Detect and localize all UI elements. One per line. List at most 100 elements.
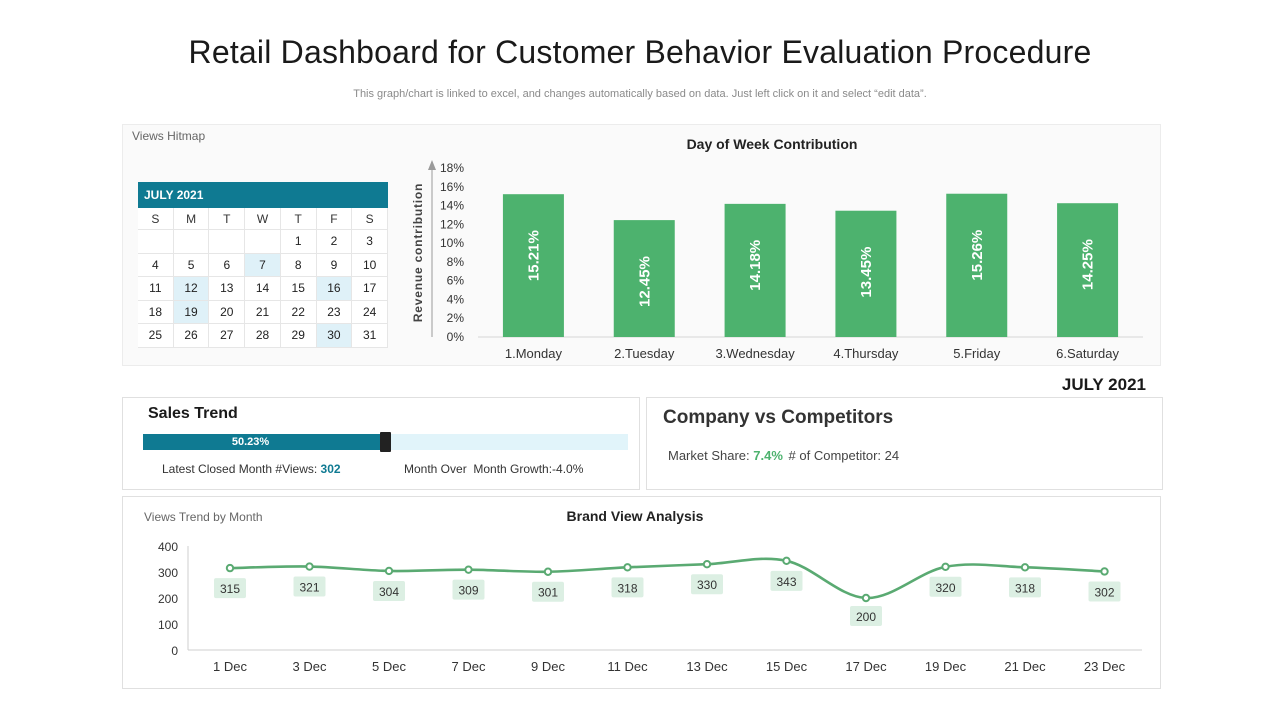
line-chart-ytick: 200 [158,592,178,606]
bar-chart-data-label: 15.26% [969,230,986,281]
line-chart-data-label: 321 [299,581,319,595]
calendar-day: 16 [316,277,353,301]
calendar-day: 2 [316,230,353,254]
bar-chart-category-label: 1.Monday [505,346,563,361]
calendar-day [138,230,174,254]
line-chart-point [1020,563,1030,572]
sales-progress-fill [143,434,382,450]
trend-panel-label: Views Trend by Month [144,510,263,524]
calendar-day: 18 [138,300,174,324]
calendar-day: 11 [138,277,174,301]
market-share-label: Market Share: [668,448,750,463]
line-chart-data-label-bg [293,576,326,597]
line-chart-point [305,562,314,571]
line-chart-point [1100,567,1109,576]
calendar-day [173,230,210,254]
line-chart-data-label-bg [214,578,246,599]
line-chart-ytick: 100 [158,618,178,632]
line-chart-category-label: 19 Dec [925,659,967,674]
line-chart-ytick: 400 [158,540,178,554]
line-chart-point [543,567,553,576]
line-chart-ytick: 0 [171,644,178,658]
line-chart-point [702,559,712,569]
calendar-day: 8 [280,253,317,277]
bar-chart-bar [1057,203,1119,337]
bar-chart-data-label: 12.45% [636,256,653,307]
bar-chart-ytick: 18% [440,161,464,175]
bar-chart-data-label: 15.21% [525,230,542,281]
sales-progress-label: 50.23% [231,436,270,448]
calendar-day: 30 [316,324,353,348]
day-of-week-chart: Day of Week Contribution Revenue contribu… [411,136,1143,361]
line-chart-data-label: 320 [935,581,955,595]
sales-progress-marker [380,432,391,452]
latest-month-value: 302 [320,462,341,476]
calendar-day [209,230,246,254]
line-chart-category-label: 11 Dec [607,659,648,674]
line-chart-data-label: 318 [617,581,637,595]
line-chart-title: Brand View Analysis [567,508,704,524]
line-chart-point [861,593,871,603]
competitors-title: Company vs Competitors [663,407,894,428]
line-chart-category-label: 9 Dec [531,659,565,674]
calendar-day: 26 [173,324,210,348]
calendar-day: 20 [209,300,246,324]
line-chart-data-label-bg [1009,577,1041,598]
line-chart-category-label: 1 Dec [213,659,247,674]
line-chart-point [782,556,791,566]
line-chart-category-label: 13 Dec [686,659,728,674]
calendar-day: 3 [352,230,388,254]
bar-chart-title: Day of Week Contribution [687,136,858,152]
line-chart-data-label-bg [373,580,405,601]
line-chart-data-label-bg [1088,581,1121,602]
line-chart-category-label: 23 Dec [1084,659,1126,674]
competitors-panel [646,397,1163,490]
line-chart-data-label: 301 [538,586,558,600]
market-share-line: Market Share: 7.4% # of Competitor: 24 [668,448,899,463]
bar-chart-category-label: 6.Saturday [1056,346,1119,361]
line-chart-category-label: 21 Dec [1004,659,1046,674]
brand-view-chart: Brand View Analysis 0 100 200 300 400 315 1 Dec… [158,508,1142,674]
calendar-day: 21 [245,300,281,324]
market-share-value: 7.4% [753,448,783,463]
line-chart-point [623,563,632,572]
page-title: Retail Dashboard for Customer Behavior E… [188,34,1092,70]
bar-chart-ytick: 4% [447,292,465,306]
line-chart-data-label: 318 [1015,581,1035,595]
heatmap-label: Views Hitmap [132,129,206,143]
calendar-day: 28 [245,324,281,348]
calendar-day: 31 [352,324,388,348]
competitor-count-label: # of Competitor: [788,448,882,463]
calendar-day: 24 [352,300,388,324]
calendar-day [245,230,281,254]
bar-chart-ytick: 0% [447,330,465,344]
calendar-day: 4 [138,253,174,277]
line-chart-data-label: 330 [697,578,717,592]
calendar-heatmap: JULY 2021 S M T W T F S 1 2 3 4 5 6 7 8 9 10 11 12 13 14 15 16… [138,182,388,348]
calendar-weekday: S [352,208,388,230]
bar-chart-ytick: 16% [440,180,464,194]
bar-chart-data-label: 14.18% [747,240,764,291]
calendar-weekday: T [209,208,246,230]
calendar-weekday: W [245,208,281,230]
line-chart-data-label-bg [929,576,962,597]
bar-chart-axis-arrow-icon [428,160,436,170]
calendar-weekday: M [173,208,210,230]
calendar-day: 15 [280,277,317,301]
bar-chart-bar [724,203,786,337]
calendar-day: 23 [316,300,353,324]
latest-month-label: Latest Closed Month #Views: [162,462,318,476]
line-chart-data-label-bg [770,570,803,591]
calendar-day: 25 [138,324,174,348]
calendar-day: 10 [352,253,388,277]
bar-chart-ytick: 12% [440,217,464,231]
line-chart-data-label-bg [611,577,644,598]
calendar-day: 29 [280,324,317,348]
line-chart-point [384,566,394,576]
calendar-grid: S M T W T F S 1 2 3 4 5 6 7 8 9 10 11 12 13 14 15 16 17 18 19 20 21… [138,208,388,348]
line-chart-data-label: 309 [458,584,478,598]
calendar-day: 6 [209,253,246,277]
bar-chart-ylabel: Revenue contribution [411,183,425,322]
line-chart-data-label: 315 [220,582,240,596]
line-chart-data-label: 343 [776,575,796,589]
